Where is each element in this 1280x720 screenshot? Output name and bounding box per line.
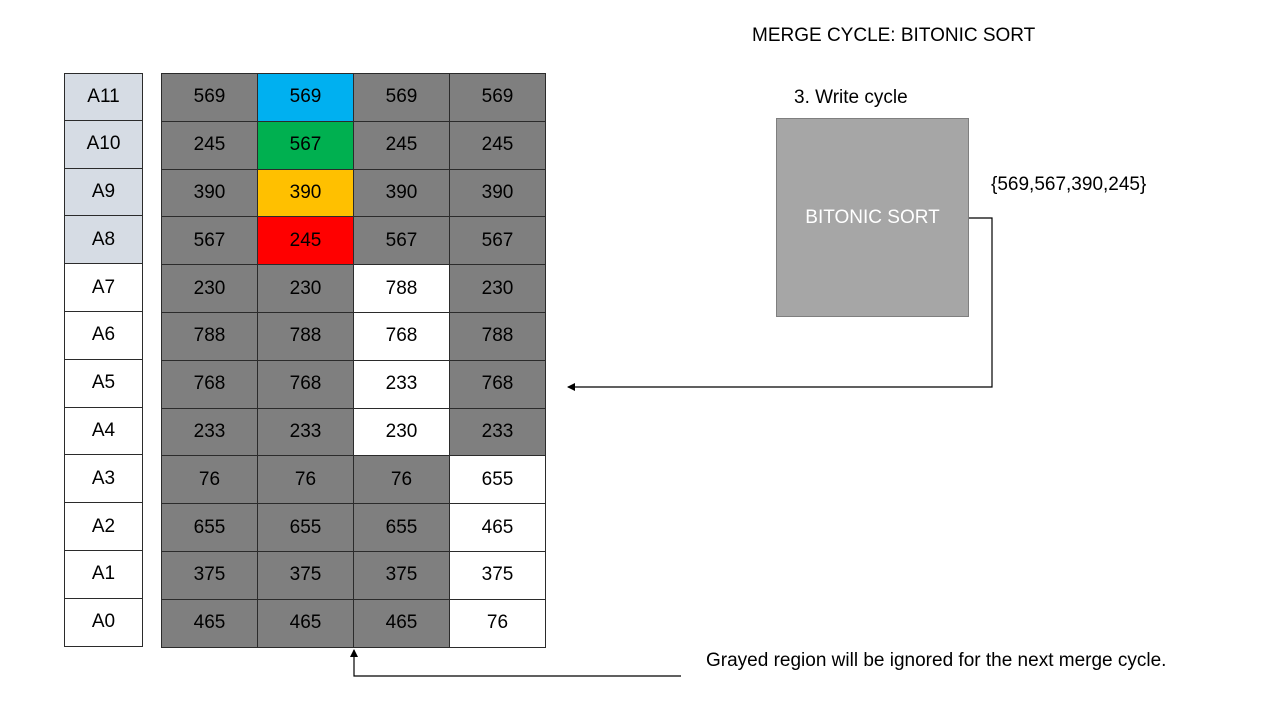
address-label-a1: A1: [64, 550, 143, 599]
grid-cell-r5-c0: 788: [162, 312, 258, 361]
grid-cell-r3-c1: 245: [258, 217, 354, 266]
grid-cell-r6-c3: 768: [450, 360, 546, 409]
grid-cell-r11-c1: 465: [258, 599, 354, 648]
note-pointer-arrow: [350, 649, 681, 677]
address-label-a10: A10: [64, 120, 143, 169]
grid-cell-r4-c3: 230: [450, 265, 546, 313]
diagram-title: MERGE CYCLE: BITONIC SORT: [752, 25, 1036, 46]
grid-cell-r3-c0: 567: [162, 217, 258, 266]
grid-cell-r4-c0: 230: [162, 265, 258, 313]
grid-cell-r8-c0: 76: [162, 456, 258, 505]
grid-cell-r2-c0: 390: [162, 169, 258, 218]
grid-cell-r10-c0: 375: [162, 551, 258, 600]
grid-cell-r8-c2: 76: [354, 456, 450, 505]
output-values: {569,567,390,245}: [991, 174, 1147, 195]
address-label-a3: A3: [64, 455, 143, 504]
grid-cell-r9-c2: 655: [354, 504, 450, 552]
grid-cell-r11-c0: 465: [162, 599, 258, 648]
grid-cell-r3-c2: 567: [354, 217, 450, 266]
address-label-a8: A8: [64, 216, 143, 265]
grid-cell-r11-c3: 76: [450, 599, 546, 648]
grid-cell-r0-c2: 569: [354, 74, 450, 122]
grid-cell-r3-c3: 567: [450, 217, 546, 266]
grid-cell-r7-c1: 233: [258, 408, 354, 457]
grid-cell-r2-c2: 390: [354, 169, 450, 218]
grid-cell-r4-c1: 230: [258, 265, 354, 313]
grid-cell-r10-c1: 375: [258, 551, 354, 600]
grid-cell-r7-c3: 233: [450, 408, 546, 457]
address-column: A11 A10 A9 A8 A7 A6 A5 A4 A3 A2 A1 A0: [64, 73, 143, 647]
grid-cell-r8-c3: 655: [450, 456, 546, 505]
grid-cell-r0-c1: 569: [258, 74, 354, 122]
grid-cell-r8-c1: 76: [258, 456, 354, 505]
sort-box-label: BITONIC SORT: [805, 206, 940, 228]
grid-cell-r1-c0: 245: [162, 121, 258, 170]
bitonic-sort-box: BITONIC SORT: [776, 118, 969, 317]
address-label-a6: A6: [64, 311, 143, 360]
grid-cell-r4-c2: 788: [354, 265, 450, 313]
grid-cell-r6-c0: 768: [162, 360, 258, 409]
grid-cell-r10-c3: 375: [450, 551, 546, 600]
address-label-a2: A2: [64, 503, 143, 551]
grid-cell-r7-c2: 230: [354, 408, 450, 457]
grid-cell-r6-c2: 233: [354, 360, 450, 409]
grid-cell-r9-c0: 655: [162, 504, 258, 552]
grid-cell-r1-c1: 567: [258, 121, 354, 170]
grid-cell-r5-c1: 788: [258, 312, 354, 361]
address-label-a9: A9: [64, 168, 143, 217]
note-text: Grayed region will be ignored for the ne…: [706, 650, 1167, 671]
address-label-a4: A4: [64, 407, 143, 456]
grid-cell-r2-c1: 390: [258, 169, 354, 218]
memory-grid: 569 569 569 569 245 567 245 245 390 390 390 390 567 2…: [161, 73, 546, 648]
grid-cell-r7-c0: 233: [162, 408, 258, 457]
address-label-a11: A11: [64, 73, 143, 121]
grid-cell-r9-c1: 655: [258, 504, 354, 552]
grid-cell-r9-c3: 465: [450, 504, 546, 552]
address-label-a7: A7: [64, 264, 143, 312]
grid-cell-r1-c2: 245: [354, 121, 450, 170]
grid-cell-r0-c3: 569: [450, 74, 546, 122]
grid-cell-r5-c3: 788: [450, 312, 546, 361]
grid-cell-r11-c2: 465: [354, 599, 450, 648]
grid-cell-r2-c3: 390: [450, 169, 546, 218]
grid-cell-r0-c0: 569: [162, 74, 258, 122]
grid-cell-r6-c1: 768: [258, 360, 354, 409]
grid-cell-r10-c2: 375: [354, 551, 450, 600]
grid-cell-r5-c2: 768: [354, 312, 450, 361]
step-label: 3. Write cycle: [794, 87, 908, 108]
address-label-a5: A5: [64, 359, 143, 408]
address-label-a0: A0: [64, 598, 143, 647]
grid-cell-r1-c3: 245: [450, 121, 546, 170]
